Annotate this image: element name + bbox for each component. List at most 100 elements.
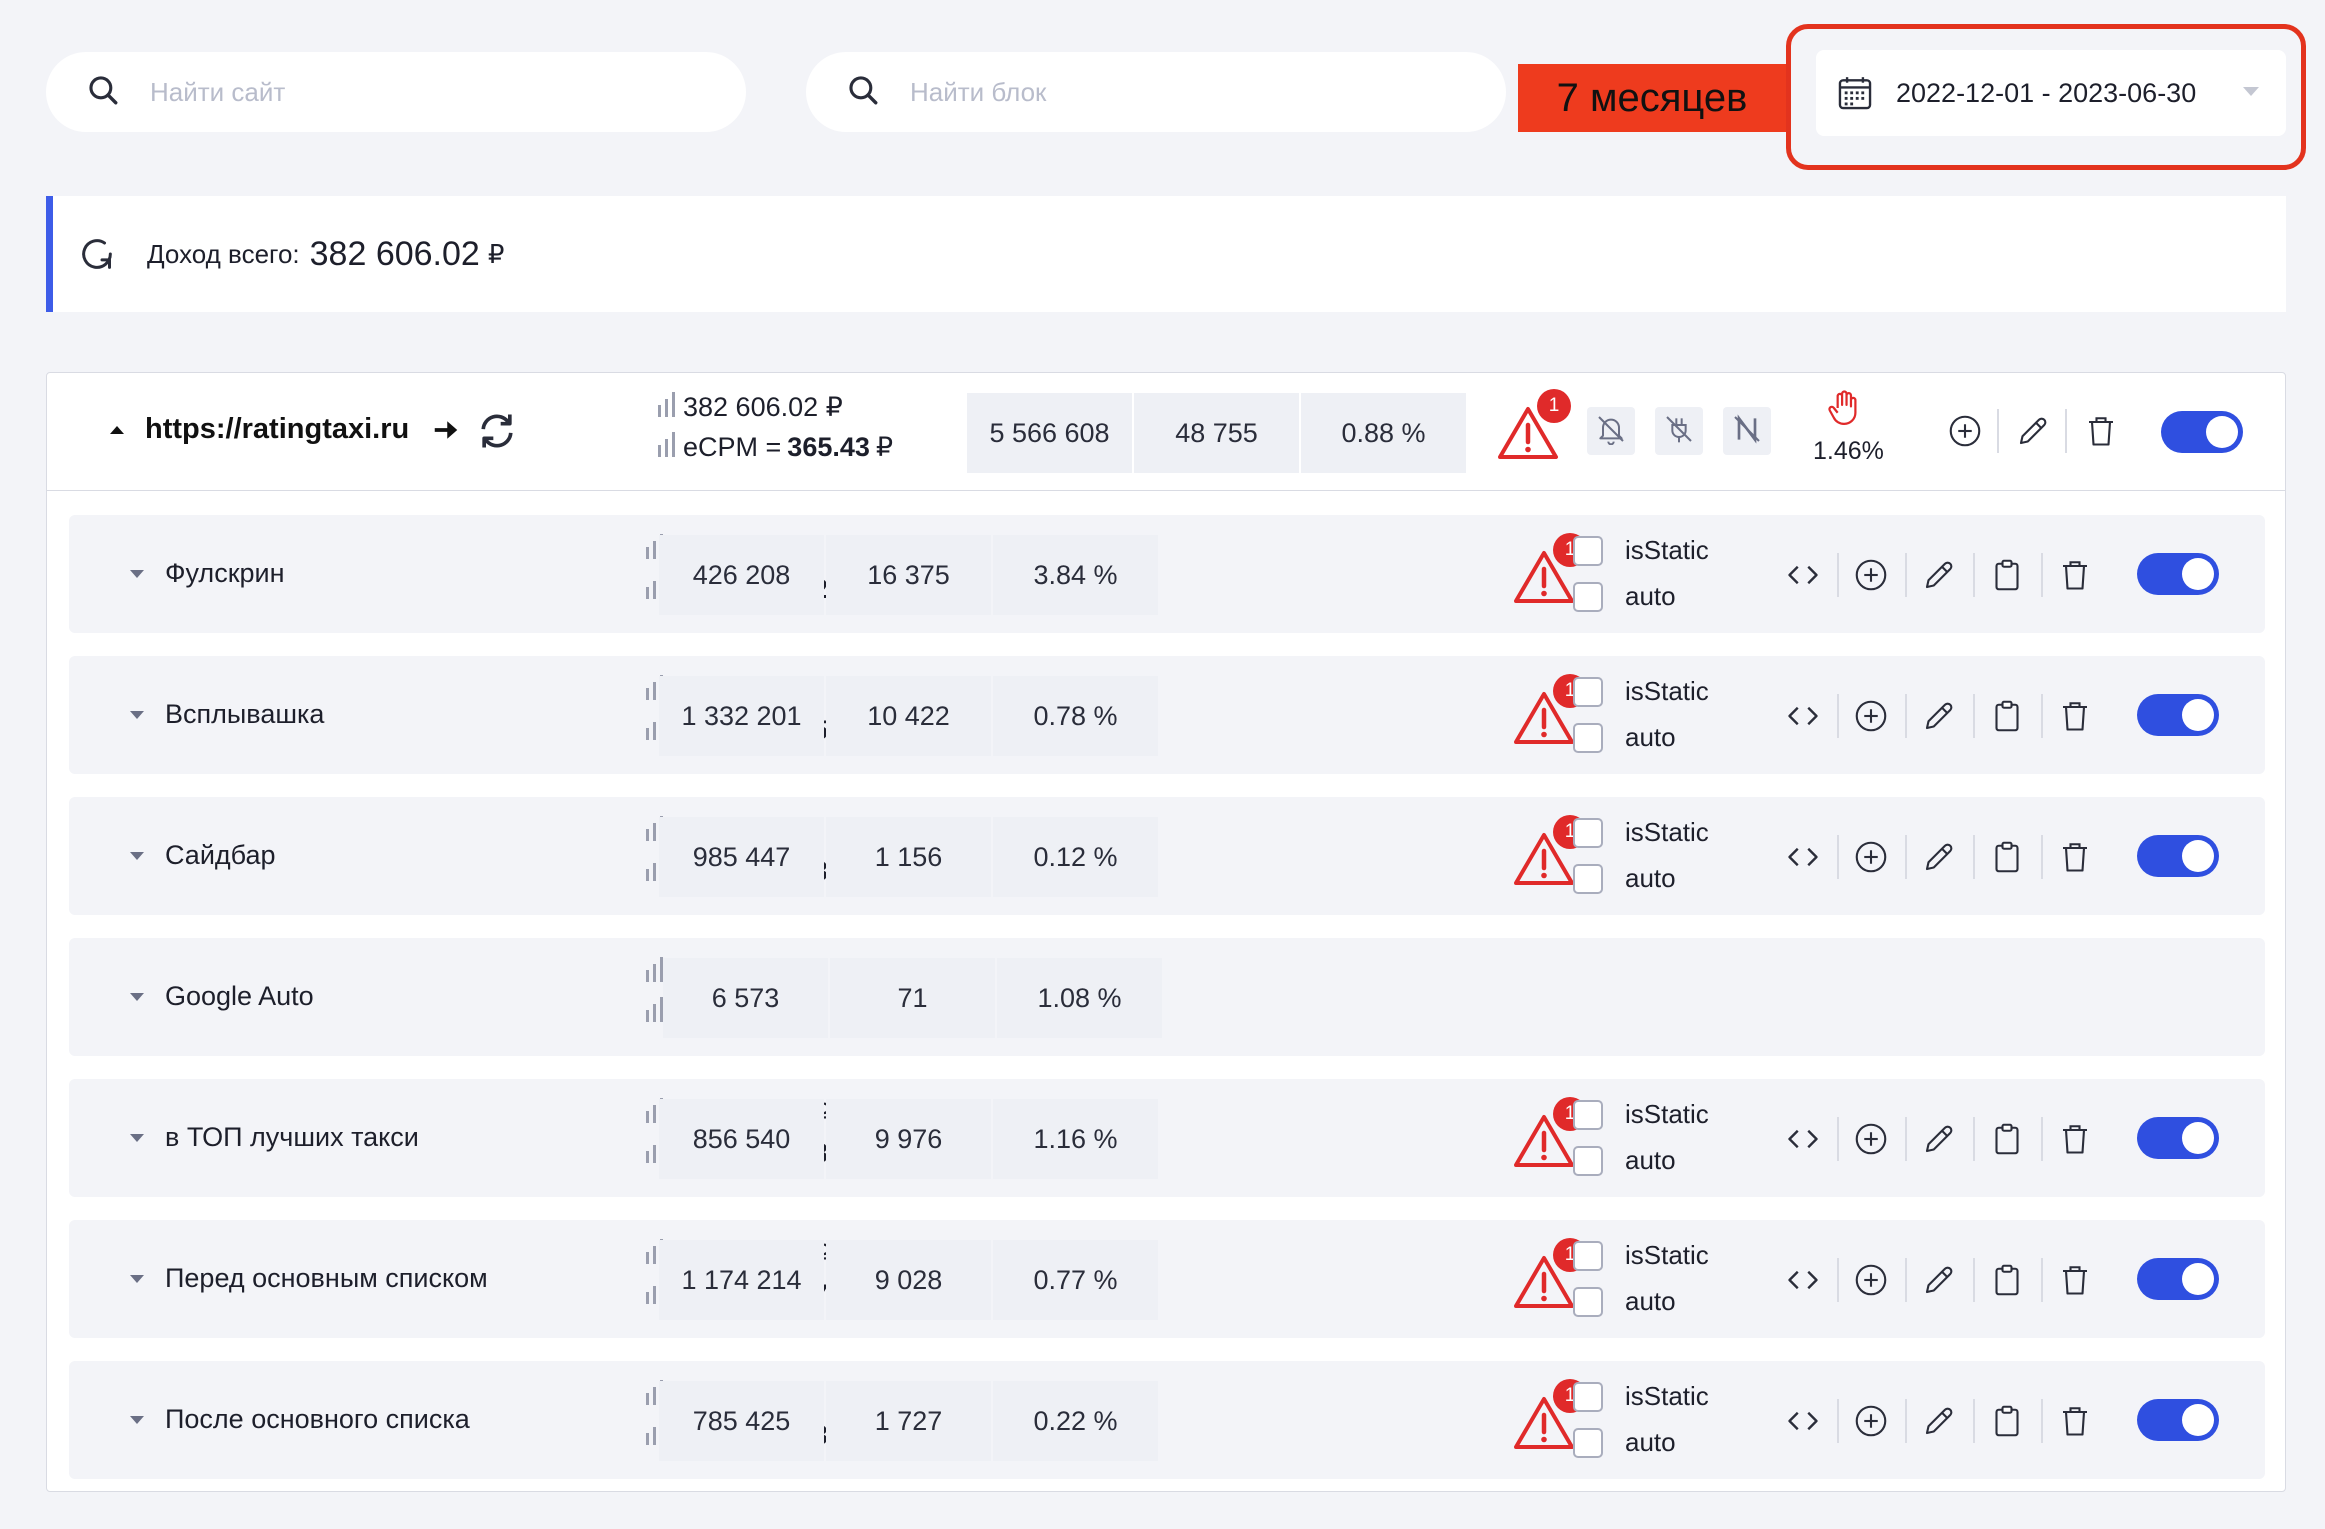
auto-checkbox[interactable] <box>1573 1427 1603 1458</box>
trash-icon[interactable] <box>2057 1262 2093 1298</box>
divider <box>1905 553 1907 597</box>
code-icon[interactable] <box>1785 1121 1821 1157</box>
clipboard-icon[interactable] <box>1989 1121 2025 1157</box>
bell-off-button[interactable] <box>1587 407 1635 455</box>
block-name[interactable]: Перед основным списком <box>165 1263 488 1293</box>
block-toggle[interactable] <box>2137 1117 2219 1159</box>
block-ctr: 1.08 % <box>997 958 1162 1038</box>
arrow-right-icon[interactable] <box>431 415 461 445</box>
block-toggle[interactable] <box>2137 553 2219 595</box>
trash-icon[interactable] <box>2057 1403 2093 1439</box>
expand-caret-icon[interactable] <box>129 1133 145 1143</box>
pencil-icon[interactable] <box>1921 557 1957 593</box>
bar-chart-icon <box>655 431 683 464</box>
warning-triangle-icon[interactable] <box>1513 1254 1575 1310</box>
is-static-checkbox[interactable] <box>1573 1240 1603 1271</box>
expand-caret-icon[interactable] <box>129 851 145 861</box>
bar-chart-icon <box>655 391 683 424</box>
expand-caret-icon[interactable] <box>129 992 145 1002</box>
expand-caret-icon[interactable] <box>129 1415 145 1425</box>
clipboard-icon[interactable] <box>1989 839 2025 875</box>
is-static-checkbox[interactable] <box>1573 676 1603 707</box>
warning-triangle-icon[interactable] <box>1513 1395 1575 1451</box>
collapse-caret-icon[interactable] <box>109 425 125 435</box>
plus-circle-icon[interactable] <box>1853 557 1889 593</box>
bell-off-icon <box>1595 413 1627 450</box>
warning-triangle-icon[interactable] <box>1513 690 1575 746</box>
block-name[interactable]: Google Auto <box>165 981 314 1011</box>
warning-triangle-icon[interactable] <box>1513 1113 1575 1169</box>
is-static-checkbox[interactable] <box>1573 1381 1603 1412</box>
pencil-icon[interactable] <box>1921 1403 1957 1439</box>
block-toggle[interactable] <box>2137 694 2219 736</box>
is-static-checkbox[interactable] <box>1573 535 1603 566</box>
clipboard-icon[interactable] <box>1989 1262 2025 1298</box>
block-name[interactable]: После основного списка <box>165 1404 470 1434</box>
code-icon[interactable] <box>1785 1403 1821 1439</box>
code-icon[interactable] <box>1785 698 1821 734</box>
site-toggle[interactable] <box>2161 411 2243 453</box>
plus-circle-icon[interactable] <box>1853 698 1889 734</box>
site-revenue-value: 382 606.02 ₽ <box>683 392 843 422</box>
block-metrics: 6 573 71 1.08 % <box>663 958 1164 1038</box>
block-name[interactable]: Сайдбар <box>165 840 276 870</box>
warning-triangle-icon[interactable] <box>1497 405 1559 461</box>
block-impressions: 1 332 201 <box>659 676 824 756</box>
site-row: https://ratingtaxi.ru 382 606.02 ₽ eCPM … <box>47 373 2285 491</box>
pencil-icon[interactable] <box>1921 1262 1957 1298</box>
auto-checkbox[interactable] <box>1573 1286 1603 1317</box>
auto-checkbox[interactable] <box>1573 1145 1603 1176</box>
is-static-option: isStatic <box>1573 1381 1709 1412</box>
trash-icon[interactable] <box>2057 698 2093 734</box>
clipboard-icon[interactable] <box>1989 1403 2025 1439</box>
is-static-option: isStatic <box>1573 1240 1709 1271</box>
auto-checkbox[interactable] <box>1573 722 1603 753</box>
block-name[interactable]: Всплывашка <box>165 699 325 729</box>
pencil-icon[interactable] <box>1921 698 1957 734</box>
plus-circle-icon[interactable] <box>1853 1121 1889 1157</box>
site-url[interactable]: https://ratingtaxi.ru <box>145 413 410 445</box>
block-search-input[interactable] <box>910 76 1470 108</box>
pencil-icon[interactable] <box>1921 839 1957 875</box>
expand-caret-icon[interactable] <box>129 569 145 579</box>
trash-icon[interactable] <box>2083 413 2119 449</box>
expand-caret-icon[interactable] <box>129 1274 145 1284</box>
toggle-knob <box>2182 1263 2214 1295</box>
clipboard-icon[interactable] <box>1989 698 2025 734</box>
is-static-checkbox[interactable] <box>1573 1099 1603 1130</box>
block-name[interactable]: Фулскрин <box>165 558 285 588</box>
block-name[interactable]: в ТОП лучших такси <box>165 1122 419 1152</box>
n-off-button[interactable] <box>1723 407 1771 455</box>
code-icon[interactable] <box>1785 1262 1821 1298</box>
code-icon[interactable] <box>1785 839 1821 875</box>
plus-circle-icon[interactable] <box>1853 1262 1889 1298</box>
pencil-icon[interactable] <box>2015 413 2051 449</box>
warning-triangle-icon[interactable] <box>1513 831 1575 887</box>
block-toggle[interactable] <box>2137 835 2219 877</box>
plus-circle-icon[interactable] <box>1853 1403 1889 1439</box>
trash-icon[interactable] <box>2057 839 2093 875</box>
auto-checkbox[interactable] <box>1573 581 1603 612</box>
is-static-checkbox[interactable] <box>1573 817 1603 848</box>
divider <box>1905 1258 1907 1302</box>
plus-circle-icon[interactable] <box>1853 839 1889 875</box>
sync-icon[interactable] <box>475 409 519 453</box>
date-range-picker[interactable]: 2022-12-01 - 2023-06-30 <box>1816 50 2286 136</box>
refresh-icon[interactable] <box>77 234 117 274</box>
block-toggle[interactable] <box>2137 1399 2219 1441</box>
auto-label: auto <box>1625 1145 1676 1175</box>
plus-circle-icon[interactable] <box>1947 413 1983 449</box>
date-highlight-frame <box>1786 24 2306 170</box>
block-toggle[interactable] <box>2137 1258 2219 1300</box>
clipboard-icon[interactable] <box>1989 557 2025 593</box>
block-ctr: 0.77 % <box>993 1240 1158 1320</box>
pencil-icon[interactable] <box>1921 1121 1957 1157</box>
plug-off-button[interactable] <box>1655 407 1703 455</box>
code-icon[interactable] <box>1785 557 1821 593</box>
warning-triangle-icon[interactable] <box>1513 549 1575 605</box>
auto-checkbox[interactable] <box>1573 863 1603 894</box>
trash-icon[interactable] <box>2057 1121 2093 1157</box>
trash-icon[interactable] <box>2057 557 2093 593</box>
site-search-input[interactable] <box>150 76 710 108</box>
expand-caret-icon[interactable] <box>129 710 145 720</box>
